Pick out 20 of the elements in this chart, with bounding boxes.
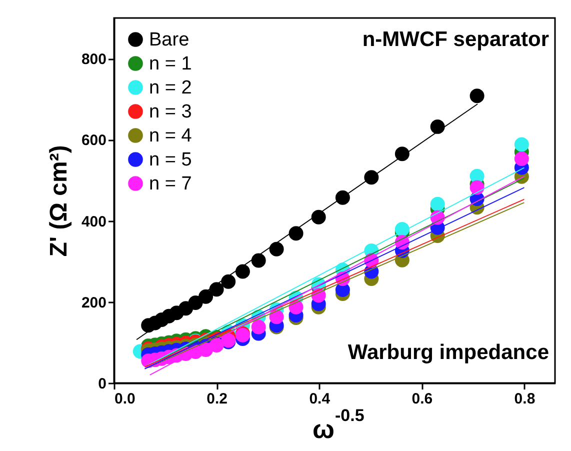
x-tick-label: 0.8 (514, 390, 536, 408)
y-tick-label: 200 (81, 294, 106, 312)
annotation: Warburg impedance (348, 341, 549, 364)
legend-label: n = 2 (149, 78, 192, 98)
x-tick-label: 0.2 (206, 390, 228, 408)
y-tick-label: 600 (81, 132, 106, 150)
legend-label: n = 5 (149, 150, 192, 170)
y-tick-label: 800 (81, 51, 106, 68)
x-tick-label: 0.0 (114, 390, 136, 408)
y-tick-label: 0 (98, 376, 106, 392)
x-tick-label: 0.6 (412, 390, 433, 408)
x-tick-label: 0.4 (309, 390, 331, 408)
y-axis-title: Z' (Ω cm²) (45, 145, 72, 257)
legend-label: n = 4 (149, 126, 192, 146)
y-tick-label: 400 (81, 213, 106, 230)
legend-label: n = 1 (149, 54, 192, 74)
legend-label: Bare (149, 30, 190, 50)
legend-label: n = 7 (149, 174, 192, 194)
legend-label: n = 3 (149, 102, 192, 122)
annotation: n-MWCF separator (362, 28, 549, 51)
